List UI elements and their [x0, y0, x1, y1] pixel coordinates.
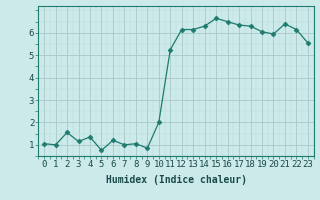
X-axis label: Humidex (Indice chaleur): Humidex (Indice chaleur)	[106, 175, 246, 185]
